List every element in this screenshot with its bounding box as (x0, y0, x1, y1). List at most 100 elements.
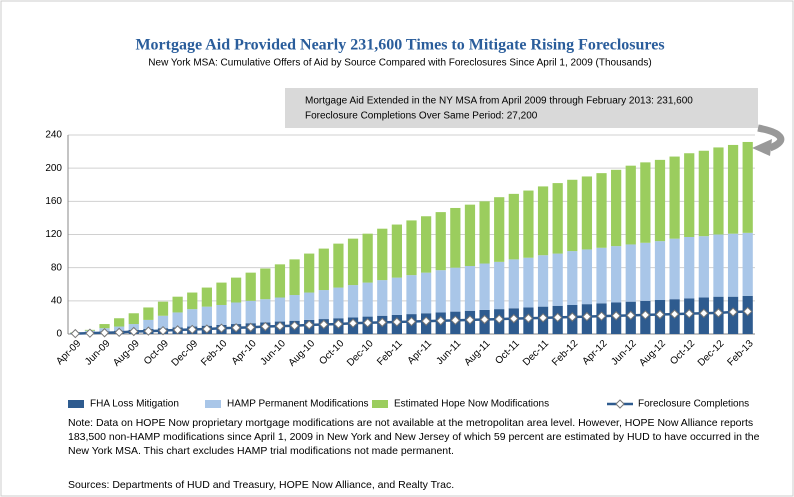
x-tick-label: Apr-10 (230, 338, 259, 367)
marker (377, 317, 387, 328)
marker (479, 314, 490, 325)
bar (684, 236, 695, 299)
x-tick-label: Apr-09 (54, 338, 83, 367)
x-tick-label: Oct-09 (142, 338, 171, 367)
bar (611, 246, 622, 303)
y-tick-label: 200 (45, 163, 62, 174)
marker (246, 322, 256, 333)
note: Note: Data on HOPE Now proprietary mortg… (68, 417, 760, 457)
bar (172, 312, 183, 328)
marker (655, 309, 665, 320)
bar (537, 186, 549, 256)
legend-swatch (372, 400, 388, 408)
bar (464, 204, 476, 267)
bar (508, 259, 519, 309)
arrow (757, 124, 785, 152)
marker (362, 318, 373, 328)
annotation: Mortgage Aid Extended in the NY MSA from… (305, 96, 693, 107)
x-tick-label: Oct-10 (317, 338, 346, 367)
marker (260, 321, 271, 332)
bar (435, 212, 446, 271)
bar (362, 233, 373, 283)
bar (216, 282, 227, 305)
bar (143, 319, 154, 330)
marker (231, 323, 241, 333)
y-tick-label: 0 (56, 329, 62, 340)
bar (698, 150, 709, 237)
marker (450, 315, 461, 326)
sources: Sources: Departments of HUD and Treasury… (68, 479, 455, 491)
legend-label: Foreclosure Completions (638, 399, 749, 410)
marker (216, 323, 227, 333)
arrow-head (752, 139, 772, 156)
bar (479, 263, 490, 310)
bar (245, 272, 256, 301)
marker (406, 316, 417, 327)
bar (377, 280, 388, 316)
legend-marker (615, 399, 625, 409)
bar (289, 295, 300, 321)
x-tick-label: Jun-09 (83, 338, 113, 368)
marker (202, 324, 212, 334)
x-tick-label: Jun-10 (259, 338, 289, 368)
bar (523, 190, 534, 258)
bar (391, 277, 402, 315)
marker (728, 307, 738, 317)
marker (392, 317, 402, 327)
y-tick-label: 240 (45, 130, 62, 141)
bar (567, 179, 578, 252)
bar (742, 141, 753, 233)
marker (304, 320, 314, 330)
bar (260, 299, 271, 323)
bar (713, 147, 724, 235)
bar (581, 176, 593, 250)
marker (85, 328, 95, 338)
bar (640, 242, 651, 301)
bar (625, 165, 636, 245)
bar (143, 307, 154, 320)
y-tick-label: 160 (45, 196, 62, 207)
bar (304, 253, 315, 293)
bar (406, 220, 417, 276)
marker (421, 316, 431, 326)
bar (581, 249, 593, 305)
y-tick-label: 120 (45, 229, 62, 240)
x-tick-label: Feb-11 (375, 338, 405, 368)
bar (494, 261, 505, 310)
x-tick-label: Apr-12 (581, 338, 610, 367)
bar (727, 233, 739, 297)
marker (172, 325, 183, 335)
marker (742, 306, 753, 317)
bar (479, 201, 490, 264)
x-tick-label: Feb-13 (725, 338, 755, 368)
bar (157, 315, 169, 329)
bar (435, 270, 446, 313)
legend-label: FHA Loss Mitigation (90, 399, 179, 410)
x-tick-label: Oct-11 (493, 338, 522, 367)
bar (567, 251, 578, 305)
marker (611, 311, 621, 321)
bar (669, 238, 680, 300)
bar (698, 236, 709, 298)
x-tick-label: Aug-12 (637, 338, 668, 369)
bar (640, 162, 651, 243)
bar (450, 267, 461, 312)
bar (201, 287, 212, 307)
bar (625, 244, 636, 302)
marker (187, 324, 197, 335)
marker (319, 319, 329, 330)
bar (611, 169, 622, 247)
bar (552, 183, 563, 254)
bar (333, 287, 344, 319)
bar (99, 324, 110, 329)
x-tick-label: Dec-12 (696, 338, 727, 369)
bar (216, 304, 227, 325)
marker (699, 308, 709, 318)
marker (669, 309, 680, 319)
bar (727, 144, 739, 234)
x-tick-label: Feb-12 (550, 338, 580, 368)
bar (537, 255, 549, 307)
marker (538, 313, 548, 323)
